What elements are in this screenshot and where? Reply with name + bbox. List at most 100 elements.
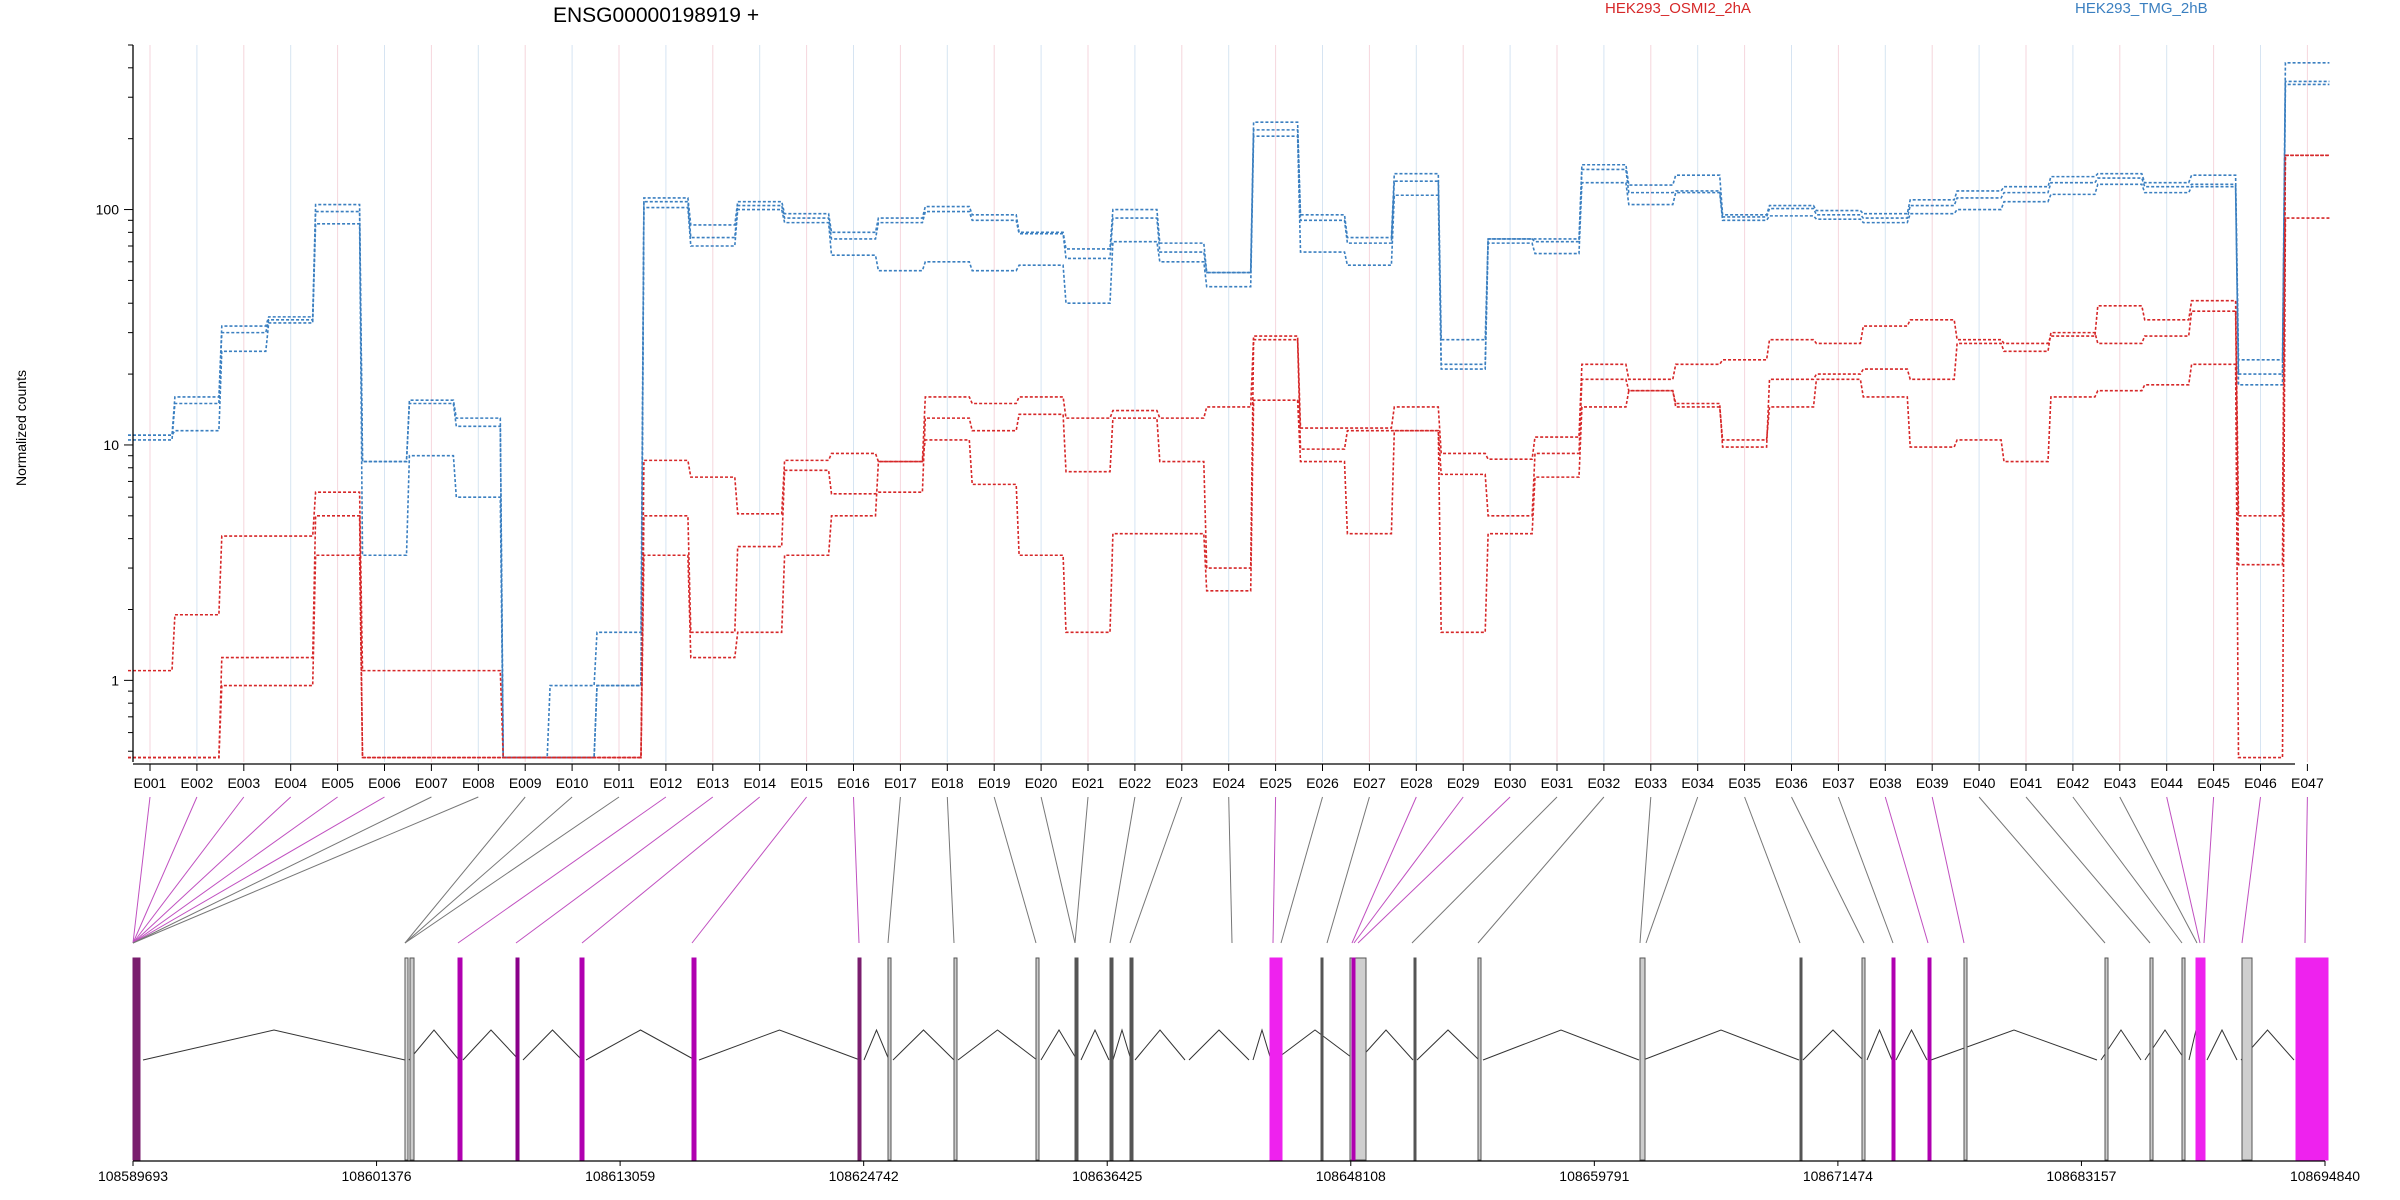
exon-box bbox=[2242, 958, 2252, 1160]
exon-box bbox=[692, 958, 696, 1160]
exon-label: E047 bbox=[2291, 775, 2324, 791]
exon-connector bbox=[582, 797, 760, 943]
vertical-gridlines bbox=[150, 45, 2307, 762]
intron-chevron bbox=[409, 1030, 459, 1060]
exon-label: E042 bbox=[2057, 775, 2090, 791]
exon-label: E040 bbox=[1963, 775, 1996, 791]
exon-label: E019 bbox=[978, 775, 1011, 791]
exon-label: E025 bbox=[1259, 775, 1292, 791]
exon-label: E015 bbox=[790, 775, 823, 791]
intron-chevron bbox=[958, 1030, 1037, 1060]
exon-connector bbox=[1041, 797, 1075, 943]
exon-connector bbox=[888, 797, 900, 943]
exon-box bbox=[1862, 958, 1865, 1160]
exon-box bbox=[1352, 958, 1355, 1160]
exon-box bbox=[1110, 958, 1113, 1160]
intron-chevron bbox=[1867, 1030, 1892, 1060]
exon-label: E037 bbox=[1822, 775, 1855, 791]
exon-connector bbox=[133, 797, 431, 943]
exon-label: E022 bbox=[1119, 775, 1152, 791]
coordinate-label: 108624742 bbox=[829, 1168, 899, 1184]
exon-label: E023 bbox=[1165, 775, 1198, 791]
exon-label: E029 bbox=[1447, 775, 1480, 791]
coordinate-label: 108601376 bbox=[342, 1168, 412, 1184]
exon-label: E001 bbox=[134, 775, 167, 791]
intron-chevron bbox=[1253, 1030, 1271, 1060]
exon-box bbox=[516, 958, 519, 1160]
exon-connector bbox=[2305, 797, 2307, 943]
exon-connector bbox=[2204, 797, 2214, 943]
exon-box bbox=[133, 958, 140, 1160]
exon-label: E007 bbox=[415, 775, 448, 791]
exon-box bbox=[1130, 958, 1133, 1160]
intron-chevron bbox=[1113, 1030, 1131, 1060]
exon-box bbox=[954, 958, 957, 1160]
exon-box bbox=[888, 958, 891, 1160]
intron-chevron bbox=[523, 1030, 582, 1060]
exon-connector bbox=[1640, 797, 1651, 943]
exon-connector bbox=[2167, 797, 2200, 943]
intron-chevron bbox=[1483, 1030, 1639, 1060]
exon-box bbox=[458, 958, 462, 1160]
exon-connector bbox=[1932, 797, 1964, 943]
exon-label: E024 bbox=[1212, 775, 1245, 791]
exon-box bbox=[2150, 958, 2153, 1160]
exon-connector bbox=[1838, 797, 1893, 943]
exon-connector bbox=[1885, 797, 1928, 943]
exon-label: E018 bbox=[931, 775, 964, 791]
exon-connector bbox=[133, 797, 197, 943]
exon-label: E008 bbox=[462, 775, 495, 791]
exon-box bbox=[858, 958, 861, 1160]
exon-connector bbox=[994, 797, 1036, 943]
intron-chevron bbox=[1359, 1030, 1413, 1060]
exon-box bbox=[1321, 958, 1323, 1160]
exon-connector bbox=[1327, 797, 1369, 943]
coordinate-label: 108589693 bbox=[98, 1168, 168, 1184]
exon-connector bbox=[405, 797, 619, 943]
y-tick-label: 100 bbox=[96, 202, 120, 218]
exon-connector bbox=[133, 797, 150, 943]
exon-label: E044 bbox=[2150, 775, 2183, 791]
exon-label: E030 bbox=[1494, 775, 1527, 791]
intron-chevron bbox=[864, 1030, 889, 1060]
exon-box bbox=[1414, 958, 1416, 1160]
intron-chevron bbox=[1135, 1030, 1185, 1060]
exon-connector bbox=[516, 797, 713, 943]
coordinate-label: 108636425 bbox=[1072, 1168, 1142, 1184]
intron-chevron bbox=[1931, 1030, 2097, 1060]
exon-connector bbox=[1792, 797, 1865, 943]
exon-label: E016 bbox=[837, 775, 870, 791]
exon-connector bbox=[947, 797, 954, 943]
exon-box bbox=[580, 958, 584, 1160]
legend-entry-osmi2: HEK293_OSMI2_2hA bbox=[1605, 0, 1751, 17]
coordinate-label: 108659791 bbox=[1559, 1168, 1629, 1184]
exon-label: E032 bbox=[1588, 775, 1621, 791]
coordinate-label: 108694840 bbox=[2290, 1168, 2360, 1184]
exon-connector bbox=[133, 797, 291, 943]
exon-label: E035 bbox=[1728, 775, 1761, 791]
exon-connector bbox=[1130, 797, 1182, 943]
coordinate-label: 108613059 bbox=[585, 1168, 655, 1184]
intron-chevron bbox=[586, 1030, 695, 1060]
exon-connector bbox=[1745, 797, 1800, 943]
exon-label: E036 bbox=[1775, 775, 1808, 791]
exon-connector bbox=[1352, 797, 1416, 943]
exon-label: E031 bbox=[1541, 775, 1574, 791]
exon-label: E021 bbox=[1072, 775, 1105, 791]
exon-box bbox=[410, 958, 414, 1160]
exon-box bbox=[405, 958, 408, 1160]
exon-connector bbox=[1354, 797, 1463, 943]
exon-connector bbox=[1979, 797, 2105, 943]
intron-chevron bbox=[1081, 1030, 1109, 1060]
exon-box bbox=[1075, 958, 1078, 1160]
exon-connector bbox=[2242, 797, 2261, 943]
exon-connector bbox=[1110, 797, 1135, 943]
exon-label: E010 bbox=[556, 775, 589, 791]
intron-chevron bbox=[1417, 1030, 1479, 1060]
exon-label: E020 bbox=[1025, 775, 1058, 791]
exon-label: E002 bbox=[181, 775, 214, 791]
exon-label: E034 bbox=[1681, 775, 1714, 791]
intron-chevron bbox=[1189, 1030, 1249, 1060]
genomic-coordinate-axis: 108589693 108601376 108613059 108624742 1086… bbox=[98, 1161, 2360, 1184]
